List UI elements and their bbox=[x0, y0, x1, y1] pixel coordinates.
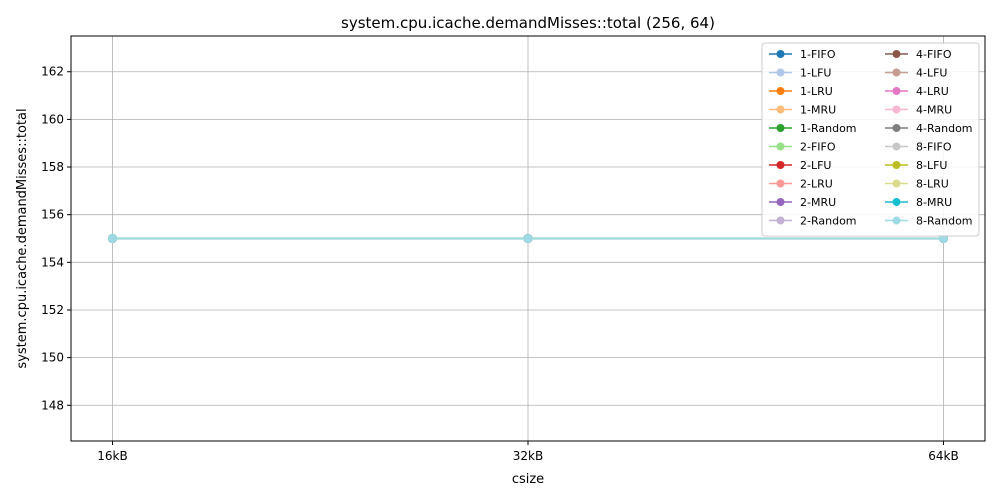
legend-label: 2-Random bbox=[800, 215, 857, 228]
legend-label: 2-FIFO bbox=[800, 141, 836, 154]
legend-label: 8-LFU bbox=[916, 159, 947, 172]
legend-item: 4-FIFO bbox=[885, 48, 952, 61]
legend-marker bbox=[892, 161, 901, 169]
legend-label: 1-LRU bbox=[800, 85, 833, 98]
legend-marker bbox=[776, 216, 785, 225]
legend-label: 4-LFU bbox=[916, 67, 947, 80]
legend-marker bbox=[892, 216, 901, 225]
legend-marker bbox=[892, 179, 901, 188]
y-tick-label: 158 bbox=[41, 160, 64, 174]
legend-item: 1-Random bbox=[769, 122, 857, 135]
legend-marker bbox=[776, 68, 785, 77]
legend-label: 8-FIFO bbox=[916, 141, 952, 154]
legend-item: 2-Random bbox=[769, 215, 857, 228]
legend: 1-FIFO 1-LFU 1-LRU 1-MRU 1-Random 2-FIFO 2-LFU… bbox=[761, 42, 980, 237]
legend-label: 8-LRU bbox=[916, 178, 949, 191]
legend-item: 4-LFU bbox=[885, 67, 947, 80]
data-point bbox=[108, 234, 117, 243]
legend-item: 1-FIFO bbox=[769, 48, 836, 61]
legend-item: 8-Random bbox=[885, 215, 973, 228]
legend-label: 8-MRU bbox=[916, 196, 952, 209]
x-tick-label: 64kB bbox=[928, 449, 958, 463]
legend-item: 8-LFU bbox=[885, 159, 947, 172]
legend-marker bbox=[892, 87, 901, 95]
y-axis-label: system.cpu.icache.demandMisses::total bbox=[15, 108, 30, 368]
legend-label: 4-LRU bbox=[916, 85, 949, 98]
legend-label: 2-LRU bbox=[800, 178, 833, 191]
legend-label: 8-Random bbox=[916, 215, 973, 228]
legend-label: 1-MRU bbox=[800, 104, 836, 117]
legend-marker bbox=[776, 198, 785, 206]
y-tick-label: 152 bbox=[41, 303, 64, 317]
legend-item: 4-LRU bbox=[885, 85, 949, 98]
legend-item: 4-MRU bbox=[885, 104, 952, 117]
legend-marker bbox=[892, 105, 901, 114]
x-tick-label: 32kB bbox=[513, 449, 543, 463]
y-tick-label: 156 bbox=[41, 208, 64, 222]
legend-label: 4-Random bbox=[916, 122, 973, 135]
legend-marker bbox=[776, 179, 785, 188]
legend-item: 8-MRU bbox=[885, 196, 952, 209]
legend-item: 4-Random bbox=[885, 122, 973, 135]
legend-marker bbox=[892, 124, 901, 132]
legend-marker bbox=[776, 87, 785, 95]
ticks: 16kB 32kB 64kB 148 150 152 154 156 158 160 162 bbox=[41, 65, 959, 463]
y-tick-label: 160 bbox=[41, 112, 64, 126]
legend-item: 8-FIFO bbox=[885, 141, 952, 154]
legend-label: 1-Random bbox=[800, 122, 857, 135]
data-point bbox=[523, 234, 533, 243]
legend-marker bbox=[892, 50, 901, 58]
chart-title: system.cpu.icache.demandMisses::total (2… bbox=[341, 14, 715, 32]
legend-marker bbox=[776, 124, 785, 132]
legend-item: 8-LRU bbox=[885, 178, 949, 191]
legend-item: 2-LRU bbox=[769, 178, 833, 191]
legend-item: 1-MRU bbox=[769, 104, 836, 117]
y-tick-label: 154 bbox=[41, 255, 64, 269]
x-axis-label: csize bbox=[512, 472, 544, 487]
y-tick-label: 162 bbox=[41, 65, 64, 79]
legend-label: 4-FIFO bbox=[916, 48, 952, 61]
legend-marker bbox=[892, 142, 901, 151]
series-layer bbox=[108, 234, 948, 243]
legend-marker bbox=[776, 161, 785, 169]
legend-label: 2-MRU bbox=[800, 196, 836, 209]
legend-item: 2-LFU bbox=[769, 159, 831, 172]
legend-item: 2-MRU bbox=[769, 196, 836, 209]
x-tick-label: 16kB bbox=[97, 449, 127, 463]
legend-item: 2-FIFO bbox=[769, 141, 836, 154]
legend-label: 1-LFU bbox=[800, 67, 831, 80]
legend-marker bbox=[776, 50, 785, 58]
legend-box bbox=[761, 42, 980, 237]
legend-marker bbox=[892, 68, 901, 77]
legend-label: 2-LFU bbox=[800, 159, 831, 172]
legend-marker bbox=[892, 198, 901, 206]
y-tick-label: 148 bbox=[41, 398, 64, 412]
legend-label: 4-MRU bbox=[916, 104, 952, 117]
legend-marker bbox=[776, 142, 785, 151]
y-tick-label: 150 bbox=[41, 351, 64, 365]
legend-label: 1-FIFO bbox=[800, 48, 836, 61]
legend-item: 1-LFU bbox=[769, 67, 831, 80]
legend-marker bbox=[776, 105, 785, 114]
legend-item: 1-LRU bbox=[769, 85, 833, 98]
